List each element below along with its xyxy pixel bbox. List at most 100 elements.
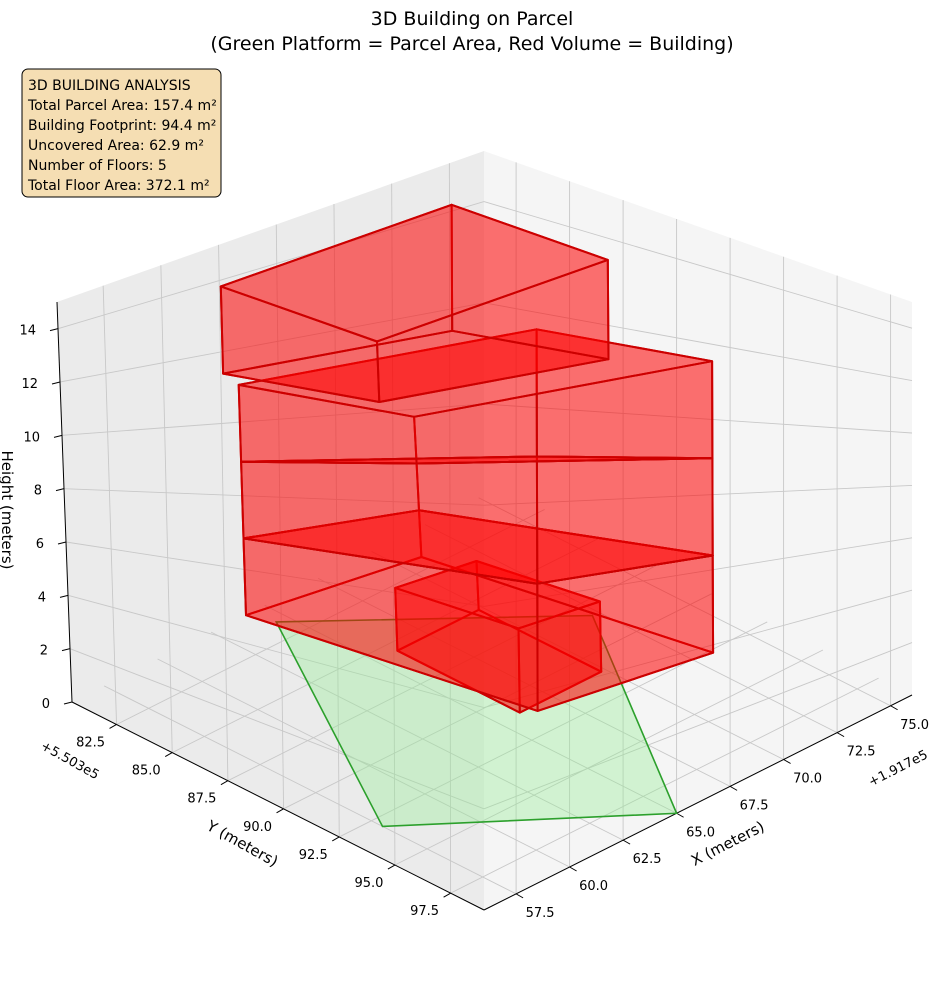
scene (219, 203, 715, 828)
y-gridline-floor (172, 537, 601, 753)
y-tick-mark (443, 892, 451, 898)
z-tick-label: 14 (19, 324, 36, 339)
info-total-parcel-area: Total Parcel Area: 157.4 m² (27, 98, 217, 114)
x-tick-label: 75.0 (900, 718, 929, 733)
z-tick-label: 0 (42, 697, 50, 712)
z-tick-mark (63, 701, 73, 705)
info-number-of-floors: Number of Floors: 5 (28, 158, 167, 174)
y-tick-mark (220, 780, 229, 786)
building-floor-3 (240, 455, 714, 585)
grid-lines (57, 162, 913, 911)
y-tick-label: 95.0 (354, 876, 383, 891)
z-gridline-right (483, 201, 913, 329)
y-gridline-wall (275, 224, 285, 809)
z-gridline-left (65, 541, 485, 607)
x-gridline-floor (478, 497, 891, 707)
z-gridline-right (483, 537, 913, 607)
z-tick-mark (49, 328, 59, 332)
z-gridline-right (483, 484, 913, 506)
y-tick-mark (331, 836, 340, 842)
building-floor-1 (394, 560, 603, 714)
x-tick-mark (569, 866, 577, 872)
z-gridline-left (67, 594, 485, 709)
x-gridline-floor (371, 551, 784, 760)
y-tick-label: 87.5 (187, 792, 216, 807)
y-gridline-wall (333, 204, 340, 837)
y-tick-label: 92.5 (299, 848, 328, 863)
y-gridline-wall (218, 244, 229, 781)
z-gridline-left (69, 648, 485, 810)
z-tick-label: 6 (36, 537, 44, 552)
chart-subtitle: (Green Platform = Parcel Area, Red Volum… (210, 33, 733, 55)
x-gridline-floor (264, 604, 677, 814)
z-gridline-left (61, 403, 485, 436)
x-tick-mark (515, 893, 524, 899)
x-tick-label: 60.0 (579, 879, 608, 894)
y-tick-mark (276, 808, 284, 814)
z-gridline-right (483, 642, 913, 810)
z-gridline-right (483, 589, 913, 709)
axes (56, 301, 913, 911)
z-tick-mark (53, 434, 63, 438)
tick-labels: 57.5 60.0 62.5 65.0 67.5 70.0 72.5 75.0 82.5 85.0… (19, 324, 929, 921)
z-tick-label: 2 (40, 644, 48, 659)
x-tick-label: 57.5 (526, 906, 555, 921)
info-uncovered-area: Uncovered Area: 62.9 m² (28, 138, 204, 154)
chart-title: 3D Building on Parcel (371, 8, 574, 30)
x-tick-label: 62.5 (633, 852, 662, 867)
z-tick-mark (59, 594, 69, 598)
z-tick-mark (51, 381, 61, 385)
x-tick-label: 65.0 (686, 825, 715, 840)
z-gridline-right (483, 302, 913, 382)
z-axis-line (56, 301, 73, 703)
y-tick-label: 82.5 (76, 735, 105, 750)
z-tick-label: 12 (21, 377, 38, 392)
building-floor-5 (219, 203, 610, 403)
y-gridline-floor (394, 649, 824, 866)
y-axis-line (71, 701, 485, 911)
x-tick-mark (890, 705, 898, 711)
x-gridline-floor (103, 685, 517, 895)
z-gridline-left (57, 201, 485, 330)
x-gridline-floor (317, 577, 731, 787)
x-tick-label: 70.0 (793, 772, 822, 787)
x-axis-offset: +1.917e5 (866, 748, 930, 791)
x-tick-label: 67.5 (740, 798, 769, 813)
info-building-footprint: Building Footprint: 94.4 m² (28, 118, 216, 134)
z-tick-mark (55, 488, 65, 492)
z-tick-mark (61, 648, 71, 652)
z-axis-label: Height (meters) (0, 451, 16, 570)
y-tick-mark (164, 752, 173, 758)
y-gridline-wall (448, 163, 452, 894)
info-box-background (21, 68, 222, 198)
building-floor-4 (237, 328, 714, 465)
z-tick-label: 4 (38, 590, 46, 605)
y-gridline-wall (160, 265, 173, 753)
x-tick-mark (729, 785, 738, 791)
y-tick-mark (109, 724, 117, 729)
y-tick-label: 90.0 (243, 820, 272, 835)
x-axis-line (483, 694, 913, 911)
info-box: 3D BUILDING ANALYSIS Total Parcel Area: … (21, 68, 222, 198)
z-tick-label: 10 (23, 430, 40, 445)
floor-top-face (237, 328, 714, 418)
x-tick-mark (676, 812, 684, 818)
z-gridline-right (483, 403, 913, 434)
x-tick-mark (783, 759, 791, 764)
y-gridline-floor (116, 509, 545, 725)
y-tick-label: 97.5 (410, 904, 439, 919)
building-floor-2 (242, 509, 715, 712)
x-tick-mark (622, 839, 631, 845)
y-tick-label: 85.0 (132, 764, 161, 779)
right-pane (484, 151, 912, 910)
y-gridline-wall (391, 183, 396, 866)
info-total-floor-area: Total Floor Area: 372.1 m² (27, 178, 210, 194)
x-tick-mark (836, 732, 845, 738)
floor-top-face (219, 203, 609, 343)
x-gridline-floor (210, 631, 624, 841)
y-tick-mark (387, 864, 396, 870)
z-gridline-left (63, 488, 485, 506)
z-gridline-left (59, 302, 485, 383)
y-gridline-wall (102, 285, 117, 725)
